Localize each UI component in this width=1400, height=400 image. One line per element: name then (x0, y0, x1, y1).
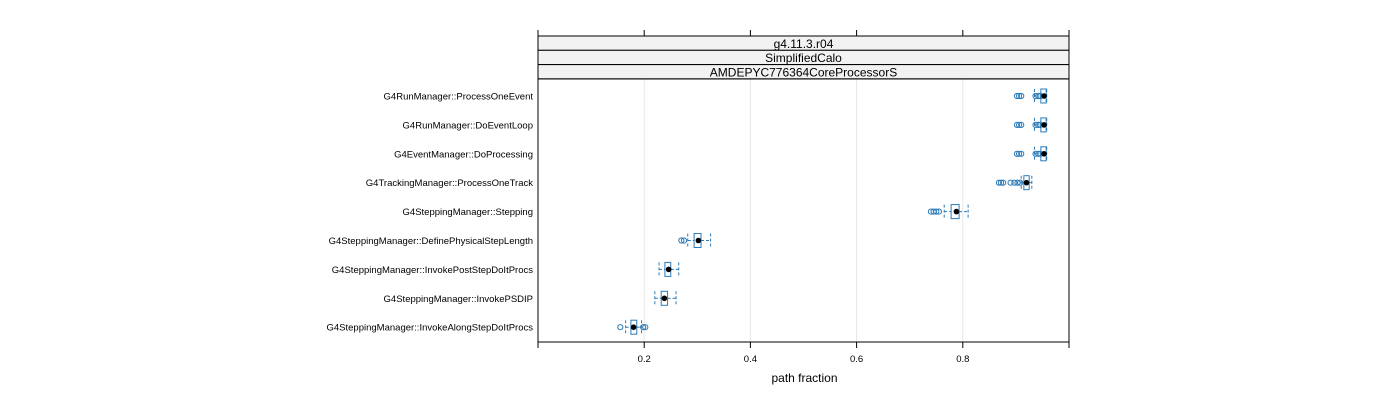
outlier-3-6 (1017, 179, 1024, 186)
outlier-2-4 (1035, 150, 1042, 157)
box-2 (1013, 146, 1048, 162)
outlier-4-2 (933, 208, 940, 215)
median-dot-2 (1041, 151, 1047, 157)
x-tick-label-1: 0.4 (744, 354, 757, 365)
outlier-3-2 (1000, 179, 1007, 186)
outlier-2-1 (1015, 150, 1023, 157)
box-1 (1013, 117, 1048, 133)
outlier-8-0 (617, 324, 624, 331)
category-label-4: G4SteppingManager::Stepping (403, 207, 533, 218)
panel-border (537, 78, 1070, 343)
x-tick-label-2: 0.6 (850, 354, 863, 365)
median-dot-7 (661, 295, 668, 302)
category-label-3: G4TrackingManager::ProcessOneTrack (366, 178, 533, 189)
outlier-1-1 (1015, 121, 1023, 129)
category-label-0: G4RunManager::ProcessOneEvent (384, 92, 534, 103)
category-labels: G4RunManager::ProcessOneEventG4RunManage… (327, 92, 534, 334)
box-rect-7 (660, 290, 669, 306)
median-dot-3 (1023, 179, 1030, 186)
category-label-8: G4SteppingManager::InvokeAlongStepDoItPr… (327, 323, 534, 334)
x-axis-title: path fraction (771, 371, 837, 385)
category-label-2: G4EventManager::DoProcessing (394, 149, 533, 160)
box-5 (678, 233, 712, 248)
outlier-2-2 (1018, 150, 1025, 157)
box-plot-series (617, 88, 1048, 335)
outlier-5-0 (678, 237, 685, 244)
category-label-7: G4SteppingManager::InvokePSDIP (384, 294, 533, 305)
x-tick-label-3: 0.8 (956, 354, 969, 365)
strip-label-0: g4.11.3.r04 (774, 37, 834, 51)
outlier-0-1 (1015, 92, 1023, 100)
box-4 (927, 204, 969, 220)
median-dot-1 (1041, 122, 1047, 128)
strip-label-2: AMDEPYC776364CoreProcessorS (710, 65, 897, 79)
box-7 (654, 290, 677, 306)
outlier-3-1 (997, 179, 1005, 186)
outlier-1-2 (1018, 121, 1025, 129)
median-dot-4 (953, 208, 960, 215)
box-0 (1013, 88, 1048, 104)
outlier-2-0 (1013, 150, 1021, 157)
outlier-0-4 (1035, 92, 1042, 100)
outlier-8-1 (640, 324, 647, 331)
outlier-3-3 (1007, 179, 1014, 186)
median-dot-6 (665, 266, 672, 273)
x-axis: 0.2 0.4 0.6 0.8 (537, 30, 1070, 365)
outlier-3-0 (995, 179, 1003, 186)
x-tick-label-0: 0.2 (638, 354, 651, 365)
outlier-1-0 (1013, 121, 1021, 129)
outlier-3-5 (1014, 179, 1021, 186)
outlier-1-4 (1035, 121, 1042, 129)
outlier-4-3 (935, 208, 943, 215)
outlier-0-2 (1018, 92, 1025, 100)
box-3 (995, 175, 1033, 191)
outlier-8-2 (642, 324, 649, 331)
box-6 (658, 261, 680, 277)
category-label-1: G4RunManager::DoEventLoop (403, 120, 533, 131)
strip-label-1: SimplifiedCalo (765, 51, 842, 65)
grid-lines (643, 78, 964, 342)
median-dot-5 (695, 237, 702, 244)
outlier-5-1 (680, 237, 688, 244)
outlier-3-4 (1011, 179, 1018, 186)
box-8 (617, 319, 649, 335)
outlier-0-0 (1013, 92, 1021, 100)
strip-headers: g4.11.3.r04SimplifiedCaloAMDEPYC776364Co… (537, 35, 1070, 79)
category-label-5: G4SteppingManager::DefinePhysicalStepLen… (329, 236, 533, 247)
median-dot-8 (630, 324, 637, 331)
median-dot-0 (1041, 93, 1047, 99)
category-label-6: G4SteppingManager::InvokePostStepDoItPro… (332, 265, 533, 276)
